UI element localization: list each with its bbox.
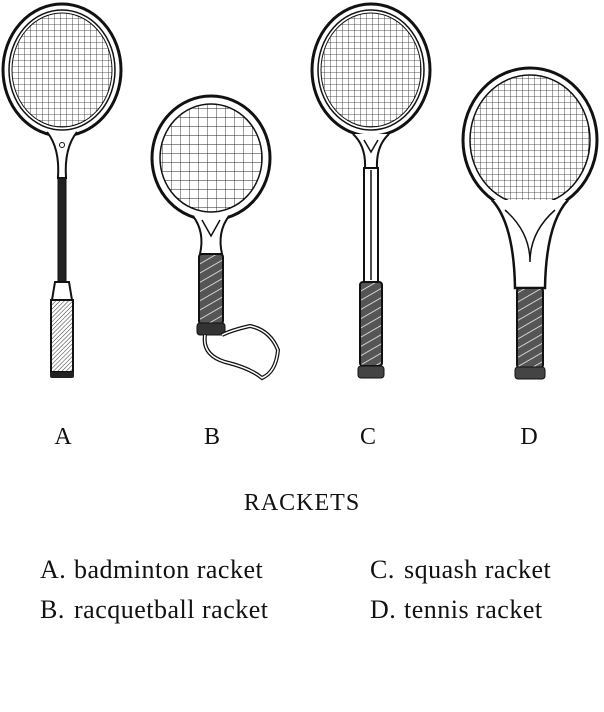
- legend-item-c: C. squash racket: [370, 555, 551, 585]
- legend-text: racquetball racket: [74, 595, 269, 624]
- rackets-illustration: [1, 2, 599, 381]
- legend-text: tennis racket: [404, 595, 543, 624]
- legend-text: badminton racket: [74, 555, 264, 584]
- racquetball-racket-drawing: [150, 94, 281, 381]
- badminton-racket-drawing: [1, 2, 123, 378]
- legend-key: B.: [40, 595, 65, 624]
- label-b: B: [203, 424, 220, 450]
- label-d: D: [520, 424, 538, 450]
- legend-text: squash racket: [404, 555, 552, 584]
- legend-item-b: B. racquetball racket: [40, 595, 269, 625]
- squash-racket-drawing: [310, 2, 432, 379]
- label-a: A: [54, 424, 72, 450]
- label-c: C: [359, 424, 376, 450]
- legend-key: C.: [370, 555, 395, 584]
- legend-item-a: A. badminton racket: [40, 555, 263, 585]
- diagram-title: RACKETS: [243, 490, 361, 516]
- legend-key: D.: [370, 595, 397, 624]
- legend-item-d: D. tennis racket: [370, 595, 543, 625]
- tennis-racket-drawing: [461, 66, 599, 380]
- legend-key: A.: [40, 555, 67, 584]
